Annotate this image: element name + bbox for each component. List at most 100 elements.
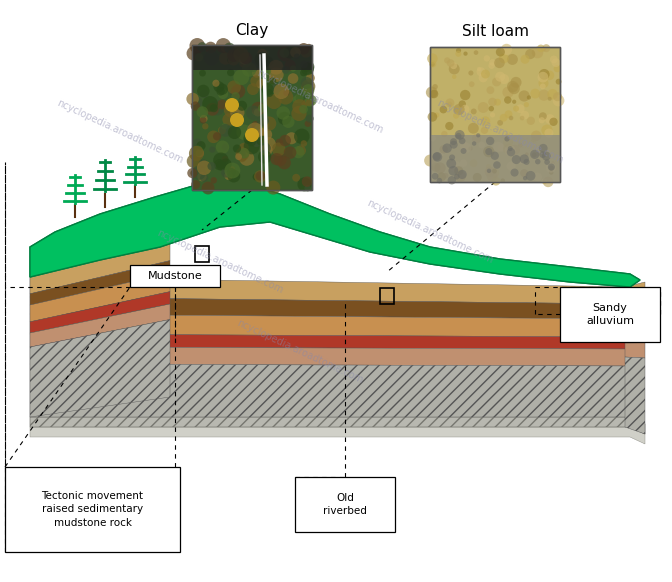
Circle shape [190, 38, 205, 54]
Circle shape [456, 48, 461, 53]
Circle shape [548, 164, 555, 171]
Circle shape [504, 96, 511, 104]
Circle shape [284, 47, 296, 59]
Circle shape [527, 116, 535, 125]
Circle shape [284, 146, 296, 159]
Circle shape [247, 138, 256, 146]
Circle shape [292, 99, 307, 114]
Circle shape [478, 142, 485, 148]
Circle shape [239, 150, 246, 156]
Circle shape [233, 144, 241, 152]
Circle shape [230, 113, 244, 127]
Circle shape [462, 143, 472, 153]
Circle shape [258, 120, 269, 130]
Circle shape [232, 48, 245, 61]
Circle shape [489, 59, 496, 66]
Circle shape [523, 176, 528, 180]
Circle shape [455, 130, 464, 140]
Circle shape [206, 103, 219, 116]
Text: Clay: Clay [235, 23, 269, 37]
Circle shape [220, 158, 232, 170]
Bar [380, 288, 394, 304]
Circle shape [228, 126, 241, 139]
Circle shape [470, 159, 478, 167]
Circle shape [227, 169, 241, 183]
Circle shape [198, 42, 207, 52]
Circle shape [548, 97, 552, 101]
Circle shape [306, 95, 317, 106]
Circle shape [430, 135, 436, 141]
Circle shape [538, 78, 548, 88]
Circle shape [424, 155, 436, 166]
Circle shape [556, 79, 562, 84]
Circle shape [213, 152, 228, 168]
Circle shape [300, 69, 307, 76]
Circle shape [191, 180, 200, 189]
Text: ncyclopedia.aroadtome.com: ncyclopedia.aroadtome.com [255, 68, 385, 136]
Circle shape [227, 80, 241, 94]
Circle shape [530, 150, 540, 159]
Circle shape [288, 73, 298, 84]
Circle shape [227, 69, 235, 76]
Circle shape [503, 137, 513, 148]
Circle shape [246, 59, 259, 72]
Circle shape [219, 124, 232, 137]
Circle shape [486, 137, 495, 145]
Circle shape [240, 52, 252, 64]
Circle shape [251, 121, 260, 129]
Circle shape [550, 118, 558, 126]
Circle shape [238, 154, 247, 162]
Circle shape [258, 128, 266, 136]
Circle shape [461, 105, 470, 113]
Bar [192, 45, 312, 190]
Circle shape [209, 147, 216, 152]
Circle shape [481, 69, 490, 79]
Circle shape [468, 70, 474, 76]
Circle shape [487, 169, 491, 173]
Polygon shape [30, 292, 170, 333]
Circle shape [197, 85, 210, 97]
Text: ncyclopedia.aroadtome.com: ncyclopedia.aroadtome.com [55, 98, 185, 166]
Circle shape [503, 144, 514, 154]
Circle shape [544, 159, 550, 165]
Circle shape [552, 95, 564, 107]
Circle shape [194, 45, 201, 52]
Circle shape [207, 130, 220, 143]
Circle shape [449, 154, 455, 161]
Circle shape [531, 137, 536, 143]
Circle shape [300, 77, 312, 89]
Circle shape [306, 73, 315, 83]
Circle shape [237, 101, 247, 111]
Circle shape [542, 44, 550, 52]
Circle shape [233, 47, 249, 62]
Circle shape [221, 123, 228, 129]
Circle shape [193, 139, 202, 147]
Circle shape [447, 59, 454, 67]
Circle shape [247, 122, 263, 139]
Circle shape [208, 162, 216, 171]
Circle shape [230, 86, 243, 100]
Circle shape [302, 84, 314, 97]
Circle shape [453, 112, 459, 119]
Circle shape [300, 61, 308, 68]
Circle shape [300, 140, 307, 147]
Circle shape [474, 50, 478, 55]
Circle shape [255, 124, 263, 133]
Polygon shape [625, 357, 645, 434]
Circle shape [472, 134, 481, 143]
Circle shape [490, 112, 495, 118]
Circle shape [304, 120, 311, 127]
Circle shape [200, 90, 208, 98]
Circle shape [197, 161, 212, 175]
Circle shape [278, 46, 292, 62]
Circle shape [306, 44, 312, 50]
Circle shape [306, 115, 314, 123]
Circle shape [489, 62, 495, 69]
Text: Mudstone: Mudstone [148, 271, 202, 281]
Circle shape [472, 141, 476, 146]
Circle shape [498, 144, 506, 152]
Circle shape [509, 116, 513, 120]
Circle shape [300, 47, 312, 58]
Circle shape [439, 106, 447, 113]
Circle shape [437, 172, 446, 182]
